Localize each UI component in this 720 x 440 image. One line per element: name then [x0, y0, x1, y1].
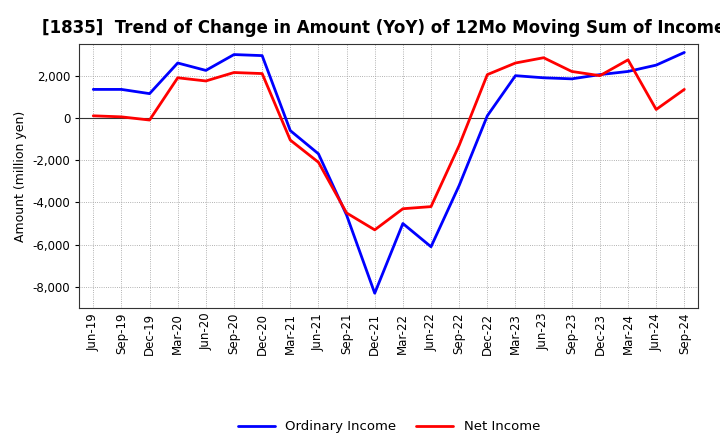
Net Income — [624, 57, 632, 62]
Y-axis label: Amount (million yen): Amount (million yen) — [14, 110, 27, 242]
Net Income — [342, 210, 351, 216]
Net Income — [174, 75, 182, 81]
Ordinary Income — [567, 76, 576, 81]
Ordinary Income — [595, 72, 604, 77]
Net Income — [370, 227, 379, 232]
Ordinary Income — [145, 91, 154, 96]
Ordinary Income — [455, 183, 464, 188]
Net Income — [595, 73, 604, 78]
Ordinary Income — [652, 62, 660, 68]
Net Income — [286, 137, 294, 143]
Net Income — [455, 143, 464, 148]
Net Income — [680, 87, 688, 92]
Legend: Ordinary Income, Net Income: Ordinary Income, Net Income — [238, 420, 540, 433]
Line: Ordinary Income: Ordinary Income — [94, 52, 684, 293]
Net Income — [314, 160, 323, 165]
Ordinary Income — [624, 69, 632, 74]
Line: Net Income: Net Income — [94, 58, 684, 230]
Net Income — [511, 60, 520, 66]
Net Income — [539, 55, 548, 60]
Ordinary Income — [258, 53, 266, 58]
Ordinary Income — [286, 128, 294, 133]
Ordinary Income — [680, 50, 688, 55]
Ordinary Income — [174, 60, 182, 66]
Net Income — [427, 204, 436, 209]
Ordinary Income — [89, 87, 98, 92]
Ordinary Income — [399, 221, 408, 226]
Net Income — [652, 107, 660, 112]
Net Income — [145, 117, 154, 123]
Net Income — [483, 72, 492, 77]
Ordinary Income — [342, 213, 351, 218]
Net Income — [117, 114, 126, 120]
Title: [1835]  Trend of Change in Amount (YoY) of 12Mo Moving Sum of Incomes: [1835] Trend of Change in Amount (YoY) o… — [42, 19, 720, 37]
Ordinary Income — [483, 113, 492, 118]
Ordinary Income — [314, 151, 323, 157]
Net Income — [89, 113, 98, 118]
Net Income — [399, 206, 408, 211]
Net Income — [258, 71, 266, 76]
Ordinary Income — [117, 87, 126, 92]
Ordinary Income — [427, 244, 436, 249]
Ordinary Income — [539, 75, 548, 81]
Ordinary Income — [202, 68, 210, 73]
Net Income — [202, 78, 210, 84]
Ordinary Income — [511, 73, 520, 78]
Ordinary Income — [230, 52, 238, 57]
Ordinary Income — [370, 290, 379, 296]
Net Income — [230, 70, 238, 75]
Net Income — [567, 69, 576, 74]
